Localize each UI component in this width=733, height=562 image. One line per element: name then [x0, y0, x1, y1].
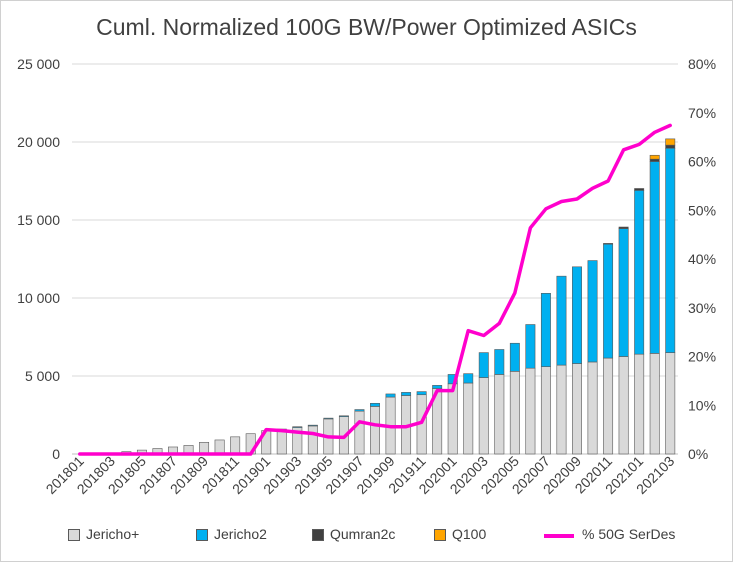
legend-swatch	[68, 529, 80, 541]
bar-jericho2-201908	[370, 402, 380, 407]
bar-jericho--202011	[603, 357, 614, 455]
bar-jericho2-201909	[385, 393, 396, 398]
bar-jericho--201908	[370, 406, 380, 455]
y2-tick-label: 10%	[688, 397, 716, 413]
bar-jericho2-202007	[540, 293, 551, 367]
bar-jericho--201904	[307, 425, 318, 455]
bar-jericho2-201905	[323, 417, 334, 420]
bar-jericho2-202103	[665, 147, 676, 353]
bar-q100-202102	[649, 154, 660, 160]
bar-jericho--202101	[634, 353, 645, 455]
bar-jericho--202007	[540, 366, 551, 455]
bar-jericho2-202012	[618, 228, 629, 357]
bar-qumran2c-202011	[603, 243, 614, 245]
bar-jericho--201809	[199, 441, 210, 455]
legend-swatch	[544, 534, 574, 538]
y2-tick-label: 40%	[688, 251, 716, 267]
bar-jericho--201902	[276, 429, 287, 455]
bar-jericho--202002	[463, 382, 474, 455]
y2-tick-label: 30%	[688, 300, 716, 316]
bar-jericho--202005	[509, 371, 520, 455]
bar-jericho--202102	[649, 353, 660, 455]
bar-jericho2-202002	[463, 373, 474, 384]
bar-jericho2-202008	[556, 275, 567, 366]
bar-jericho--202008	[556, 364, 567, 455]
legend: Jericho+ Jericho2 Qumran2c Q100 % 50G SerDes	[0, 526, 733, 548]
bar-jericho2-201912	[432, 385, 443, 389]
bar-jericho--201810	[214, 439, 225, 455]
y2-tick-label: 80%	[688, 56, 716, 72]
bar-jericho2-202011	[603, 243, 614, 359]
bar-jericho2-202003	[478, 352, 489, 378]
legend-swatch	[196, 529, 208, 541]
y-tick-label: 25 000	[17, 56, 60, 72]
bar-series	[121, 138, 676, 455]
y2-tick-label: 50%	[688, 202, 716, 218]
bar-qumran2c-202012	[618, 226, 629, 229]
bar-jericho2-202004	[494, 349, 505, 375]
bar-qumran2c-202102	[649, 158, 660, 162]
bar-jericho2-202010	[587, 260, 598, 363]
bar-q100-202103	[665, 138, 676, 146]
y2-tick-label: 20%	[688, 349, 716, 365]
y-axis-right: 0% 10% 20% 30% 40% 50% 60% 70% 80%	[688, 56, 716, 462]
legend-swatch	[434, 529, 446, 541]
bar-jericho--202103	[665, 352, 676, 455]
line--50g-serdes	[78, 123, 672, 456]
bar-jericho2-202102	[649, 161, 660, 354]
y-tick-label: 5 000	[25, 368, 60, 384]
bar-jericho--202010	[587, 361, 598, 455]
bar-jericho2-202006	[525, 324, 536, 369]
bar-jericho2-201907	[354, 409, 365, 412]
legend-label: Jericho+	[86, 526, 140, 542]
bar-jericho--201907	[354, 410, 365, 455]
bar-jericho--202004	[494, 374, 505, 455]
bar-jericho2-202101	[634, 190, 645, 355]
legend-swatch	[312, 529, 324, 541]
y-tick-label: 0	[52, 446, 60, 462]
line-series	[78, 123, 672, 456]
y2-tick-label: 70%	[688, 105, 716, 121]
bar-qumran2c-202101	[634, 188, 645, 191]
bar-jericho--202003	[478, 377, 489, 455]
bar-jericho2-201911	[416, 391, 427, 396]
y2-tick-label: 0%	[688, 446, 708, 462]
legend-label: % 50G SerDes	[582, 526, 676, 542]
bar-jericho2-202009	[572, 266, 582, 364]
bar-jericho2-201910	[401, 392, 412, 396]
bar-qumran2c-202103	[665, 144, 676, 149]
bar-jericho2-201904	[307, 424, 318, 427]
bar-jericho2-201903	[292, 426, 303, 428]
legend-label: Jericho2	[214, 526, 267, 542]
y-tick-label: 10 000	[17, 290, 60, 306]
bar-jericho--202009	[572, 363, 582, 455]
bar-jericho2-202005	[509, 342, 520, 372]
bar-jericho2-201906	[338, 415, 349, 417]
bar-jericho--202001	[447, 383, 458, 455]
grid-lines	[72, 63, 678, 455]
y-tick-label: 15 000	[17, 212, 60, 228]
legend-label: Qumran2c	[330, 526, 396, 542]
y2-tick-label: 60%	[688, 154, 716, 170]
bar-jericho--201811	[230, 436, 241, 455]
y-tick-label: 20 000	[17, 134, 60, 150]
y-axis-left: 0 5 000 10 000 15 000 20 000 25 000	[17, 56, 60, 462]
bar-jericho--202006	[525, 367, 536, 455]
legend-label: Q100	[452, 526, 487, 542]
bar-jericho--202012	[618, 356, 629, 455]
x-axis: 2018012018032018052018072018092018112019…	[43, 453, 678, 497]
chart-title: Cuml. Normalized 100G BW/Power Optimized…	[96, 14, 637, 40]
